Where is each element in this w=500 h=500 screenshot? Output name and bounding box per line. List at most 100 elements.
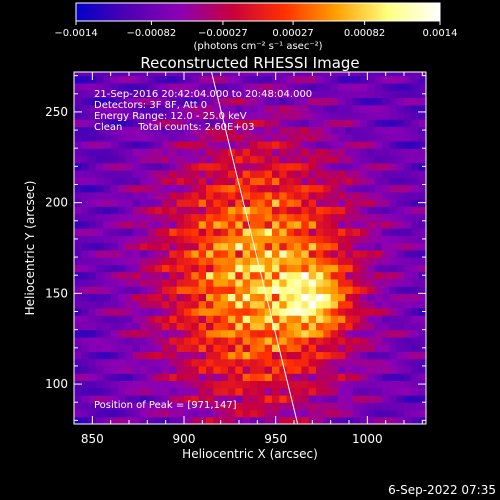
heatmap-cell bbox=[81, 191, 90, 200]
heatmap-cell bbox=[235, 329, 244, 338]
heatmap-cell bbox=[169, 148, 178, 157]
heatmap-cell bbox=[345, 242, 354, 251]
heatmap-cell bbox=[374, 220, 383, 229]
heatmap-cell bbox=[360, 365, 368, 374]
heatmap-cell bbox=[389, 329, 398, 338]
heatmap-cell bbox=[140, 286, 148, 294]
heatmap-cell bbox=[235, 90, 244, 99]
heatmap-cell bbox=[140, 307, 148, 316]
heatmap-cell bbox=[286, 177, 295, 186]
heatmap-cell bbox=[125, 177, 134, 186]
heatmap-cell bbox=[389, 177, 398, 186]
heatmap-cell bbox=[169, 264, 178, 273]
heatmap-cell bbox=[345, 119, 354, 128]
heatmap-cell bbox=[396, 184, 405, 193]
heatmap-cell bbox=[264, 111, 273, 120]
heatmap-cell bbox=[279, 365, 288, 374]
heatmap-cell bbox=[110, 119, 119, 128]
heatmap-cell bbox=[213, 394, 222, 403]
heatmap-cell bbox=[147, 72, 156, 77]
heatmap-cell bbox=[272, 365, 280, 374]
heatmap-cell bbox=[242, 242, 251, 251]
heatmap-cell bbox=[96, 358, 104, 367]
heatmap-cell bbox=[272, 322, 280, 331]
heatmap-cell bbox=[110, 271, 119, 280]
heatmap-cell bbox=[198, 257, 207, 265]
heatmap-cell bbox=[206, 249, 214, 258]
heatmap-cell bbox=[81, 111, 90, 120]
heatmap-cell bbox=[338, 119, 346, 128]
heatmap-cell bbox=[264, 293, 273, 302]
heatmap-cell bbox=[96, 329, 104, 338]
heatmap-cell bbox=[396, 148, 405, 157]
heatmap-cell bbox=[88, 191, 97, 200]
heatmap-cell bbox=[88, 184, 97, 193]
heatmap-cell bbox=[220, 220, 229, 229]
heatmap-cell bbox=[206, 329, 214, 338]
heatmap-cell bbox=[125, 278, 134, 287]
heatmap-cell bbox=[213, 307, 222, 316]
heatmap-cell bbox=[206, 278, 214, 287]
x-axis-label: Heliocentric X (arcsec) bbox=[182, 447, 318, 461]
heatmap-cell bbox=[338, 213, 346, 222]
heatmap-cell bbox=[242, 133, 251, 142]
heatmap-cell bbox=[396, 365, 405, 374]
heatmap-cell bbox=[242, 402, 251, 411]
heatmap-cell bbox=[382, 358, 390, 367]
heatmap-cell bbox=[191, 336, 200, 345]
heatmap-cell bbox=[228, 271, 236, 280]
heatmap-cell bbox=[118, 242, 126, 251]
heatmap-cell bbox=[250, 162, 258, 171]
heatmap-cell bbox=[242, 264, 251, 273]
heatmap-cell bbox=[191, 97, 200, 106]
colorbar-gradient bbox=[75, 2, 441, 22]
heatmap-cell bbox=[162, 206, 170, 215]
heatmap-cell bbox=[118, 315, 126, 323]
heatmap-cell bbox=[169, 90, 178, 99]
heatmap-cell bbox=[250, 177, 258, 186]
heatmap-cell bbox=[242, 380, 251, 389]
heatmap-cell bbox=[411, 394, 420, 403]
heatmap-cell bbox=[286, 133, 295, 142]
heatmap-cell bbox=[220, 126, 229, 135]
heatmap-cell bbox=[213, 126, 222, 135]
heatmap-cell bbox=[132, 380, 141, 389]
heatmap-cell bbox=[396, 235, 405, 244]
heatmap-cell bbox=[154, 409, 163, 418]
heatmap-cell bbox=[213, 329, 222, 338]
heatmap-cell bbox=[81, 206, 90, 215]
heatmap-cell bbox=[118, 416, 126, 424]
heatmap-cell bbox=[418, 402, 426, 411]
heatmap-cell bbox=[352, 169, 361, 178]
heatmap-cell bbox=[338, 90, 346, 99]
heatmap-cell bbox=[125, 148, 134, 157]
heatmap-cell bbox=[272, 242, 280, 251]
heatmap-cell bbox=[242, 394, 251, 403]
heatmap-cell bbox=[81, 365, 90, 374]
heatmap-cell bbox=[323, 358, 332, 367]
heatmap-cell bbox=[228, 329, 236, 338]
heatmap-cell bbox=[184, 206, 192, 215]
heatmap-cell bbox=[294, 242, 302, 251]
heatmap-cell bbox=[242, 82, 251, 91]
heatmap-cell bbox=[250, 111, 258, 120]
heatmap-cell bbox=[140, 90, 148, 99]
heatmap-cell bbox=[176, 351, 185, 360]
heatmap-cell bbox=[169, 111, 178, 120]
heatmap-cell bbox=[389, 416, 398, 424]
heatmap-cell bbox=[286, 235, 295, 244]
heatmap-cell bbox=[228, 402, 236, 411]
heatmap-cell bbox=[411, 75, 420, 84]
heatmap-cell bbox=[367, 97, 376, 106]
heatmap-cell bbox=[352, 264, 361, 273]
heatmap-cell bbox=[308, 249, 317, 258]
heatmap-cell bbox=[338, 155, 346, 164]
heatmap-cell bbox=[176, 148, 185, 157]
heatmap-cell bbox=[316, 162, 324, 171]
heatmap-cell bbox=[294, 249, 302, 258]
heatmap-cell bbox=[118, 402, 126, 411]
heatmap-cell bbox=[228, 409, 236, 418]
heatmap-cell bbox=[103, 416, 112, 424]
heatmap-cell bbox=[162, 155, 170, 164]
heatmap-cell bbox=[345, 191, 354, 200]
